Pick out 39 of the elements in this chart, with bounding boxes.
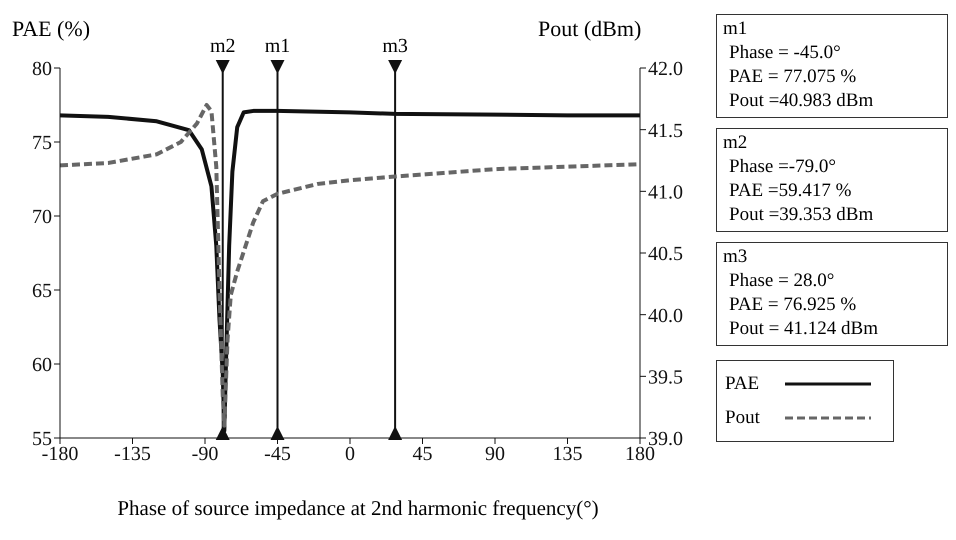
x-tick-label: 45 [412,443,432,466]
legend-label: Pout [725,406,761,430]
x-tick-label: 90 [485,443,505,466]
legend-label: PAE [725,372,760,396]
y2-tick-label: 41.0 [648,181,683,204]
x-axis-title: Phase of source impedance at 2nd harmonic frequency(°) [116,496,600,521]
text: m2 [723,131,748,155]
x-tick-label: -90 [192,443,218,466]
text: Phase = 28.0° [728,269,836,293]
y2-tick-label: 39.5 [648,366,683,388]
y-tick-label: 55 [32,428,52,450]
y2-axis-title: Pout (dBm) [538,16,642,42]
y2-tick-label: 41.5 [648,120,683,142]
x-tick-label: -135 [114,443,151,466]
text: m3 [723,245,748,269]
text: Pout = 41.124 dBm [728,317,880,341]
text: PAE = 76.925 % [728,293,858,317]
ref-line-label: m1 [264,35,290,57]
ref-line-label: m3 [382,35,408,57]
y-tick-label: 70 [32,206,52,228]
x-tick-label: 135 [552,443,582,466]
y-tick-label: 80 [32,58,52,80]
y2-tick-label: 40.0 [648,304,683,327]
x-tick-label: -45 [264,443,291,466]
y2-tick-label: 42.0 [648,58,683,80]
y-axis-title: PAE (%) [12,16,90,42]
text: m1 [723,17,748,41]
text: Pout =40.983 dBm [728,89,874,113]
ref-line-label: m2 [210,35,236,57]
text: Pout =39.353 dBm [728,203,874,227]
text: PAE =59.417 % [728,179,852,203]
y-tick-label: 75 [32,132,52,154]
x-tick-label: 0 [345,443,355,466]
y-tick-label: 60 [32,354,52,376]
text: PAE = 77.075 % [728,65,858,89]
text: Phase =-79.0° [728,155,837,179]
text: Phase = -45.0° [728,41,842,65]
y-tick-label: 65 [32,280,52,302]
y2-tick-label: 40.5 [648,243,683,266]
